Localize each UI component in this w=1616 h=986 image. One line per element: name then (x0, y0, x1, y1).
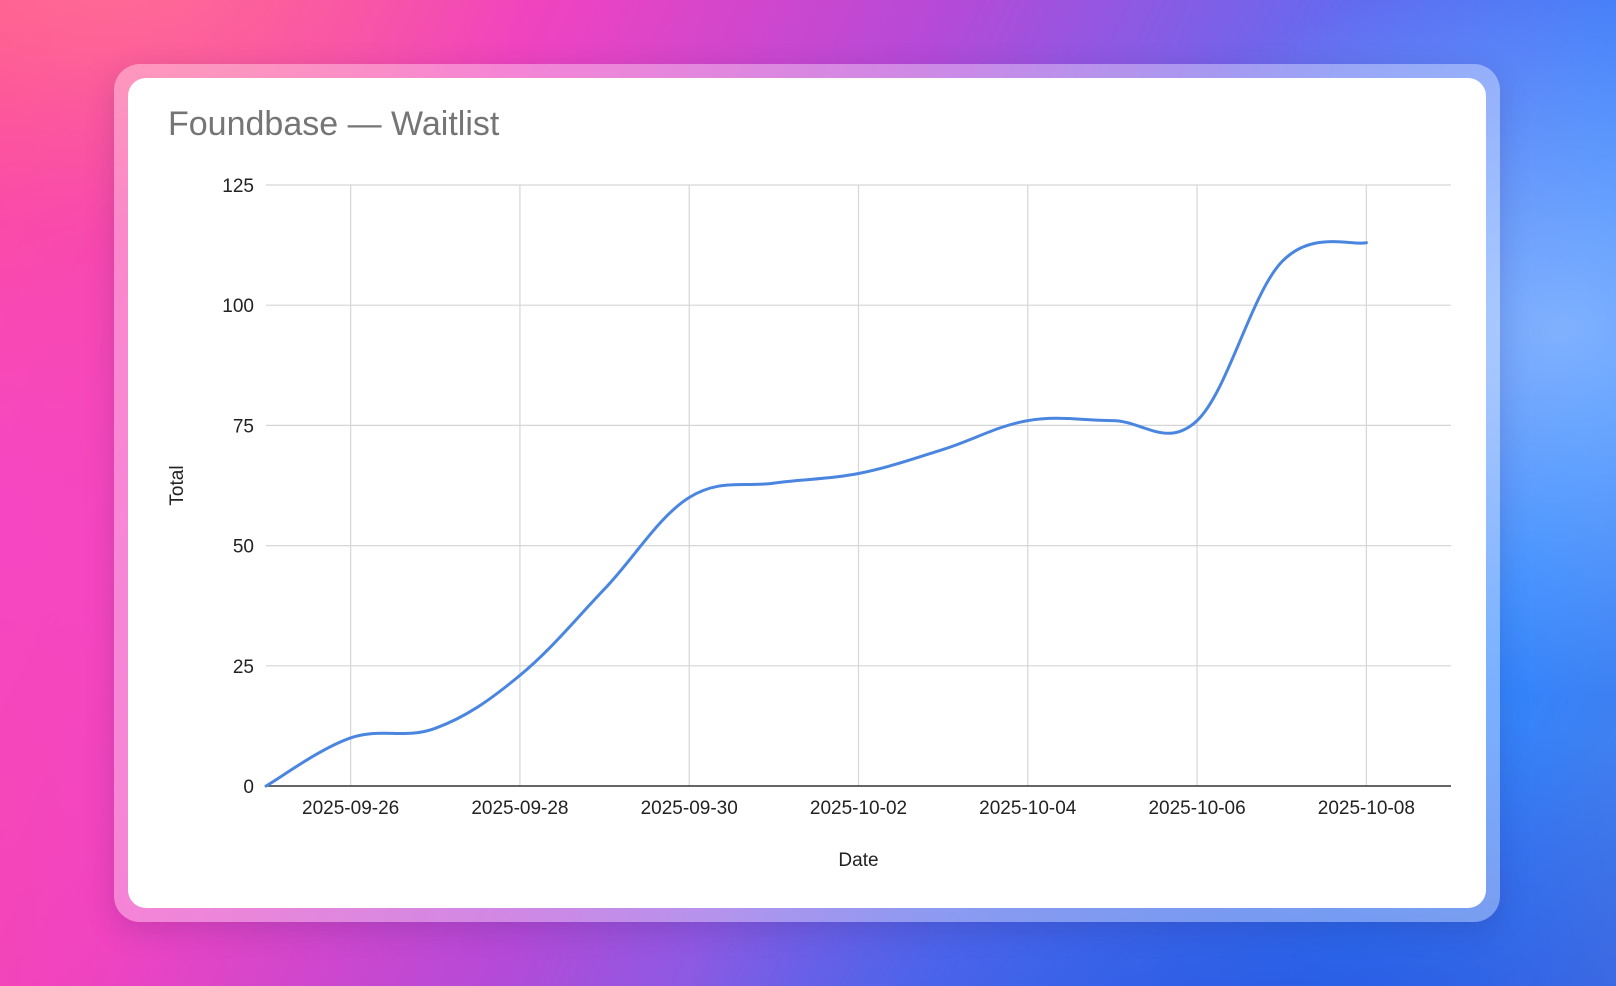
x-tick-label: 2025-09-28 (471, 798, 568, 819)
y-tick-label: 75 (233, 416, 254, 437)
y-tick-label: 0 (243, 777, 254, 798)
chart-title: Foundbase — Waitlist (168, 105, 500, 143)
x-gridlines (350, 185, 1367, 786)
x-tick-label: 2025-10-02 (810, 798, 907, 819)
y-tick-label: 50 (233, 537, 254, 558)
x-tick-label: 2025-10-08 (1318, 798, 1415, 819)
x-tick-label: 2025-09-30 (641, 798, 738, 819)
y-tick-labels: 0 25 50 75 100 125 (222, 176, 254, 798)
x-tick-label: 2025-10-04 (979, 798, 1077, 819)
chart-card (128, 78, 1486, 908)
x-tick-label: 2025-09-26 (302, 798, 399, 819)
y-tick-label: 125 (222, 176, 254, 197)
x-tick-label: 2025-10-06 (1148, 798, 1245, 819)
x-tick-labels: 2025-09-26 2025-09-28 2025-09-30 2025-10-02… (302, 798, 1415, 819)
y-axis-label: Total (167, 465, 188, 505)
y-tick-label: 25 (233, 657, 254, 678)
series-line-total (264, 240, 1368, 788)
x-axis-label: Date (838, 850, 878, 871)
y-tick-label: 100 (222, 296, 254, 317)
